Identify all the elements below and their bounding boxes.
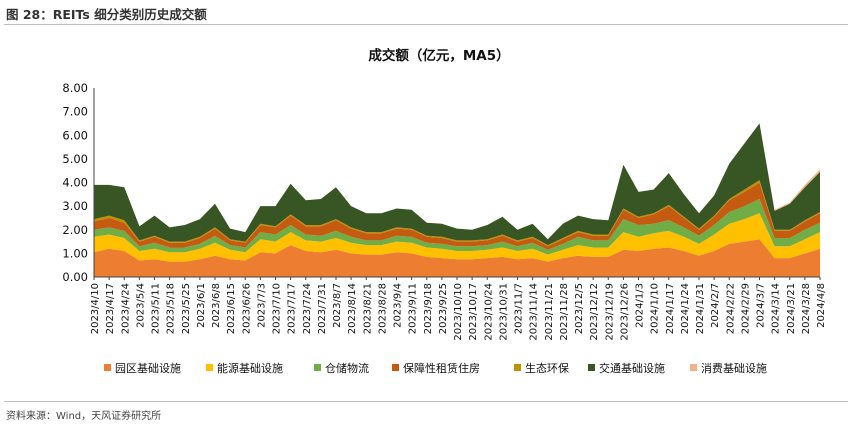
y-tick-label: 7.00 [62, 105, 88, 119]
x-tick-label: 2024/1/10 [650, 283, 661, 334]
legend-label-5: 交通基础设施 [599, 361, 665, 375]
x-tick-label: 2023/12/12 [589, 283, 600, 341]
area-series-3 [94, 182, 820, 250]
area-series-0 [94, 239, 820, 277]
legend-label-3: 保障性租赁住房 [403, 361, 480, 375]
legend-swatch-0 [104, 364, 111, 371]
y-tick-label: 1.00 [62, 246, 88, 260]
legend-swatch-6 [690, 364, 697, 371]
x-tick-label: 2024/2/29 [740, 283, 751, 334]
x-tick-label: 2023/7/3 [256, 283, 267, 328]
x-tick-label: 2024/3/14 [771, 283, 782, 334]
y-tick-label: 4.00 [62, 176, 88, 190]
legend-label-4: 生态环保 [525, 361, 569, 375]
stacked-area-chart: 成交额（亿元，MA5） 0.00 1.00 2.00 3.00 4.00 5.00 6.00… [62, 47, 827, 375]
area-series-1 [94, 213, 820, 262]
source-note: 资料来源：Wind，天风证券研究所 [6, 411, 162, 422]
legend: 园区基础设施 能源基础设施 仓储物流 保障性租赁住房 生态环保 交通基础设施 消费基础设施 [104, 361, 767, 375]
chart-title: 成交额（亿元，MA5） [368, 47, 509, 64]
x-tick-label: 2023/8/21 [362, 283, 373, 334]
x-tick-label: 2023/7/10 [272, 283, 283, 334]
area-series-5 [94, 123, 820, 246]
x-tick-label: 2024/1/31 [695, 283, 706, 334]
top-rule [4, 24, 848, 25]
legend-swatch-2 [314, 364, 321, 371]
x-tick-label: 2023/12/5 [574, 283, 585, 334]
x-tick-label: 2023/9/11 [408, 283, 419, 334]
x-tick-label: 2023/8/7 [332, 283, 343, 328]
legend-swatch-1 [206, 364, 213, 371]
x-tick-label: 2023/5/4 [135, 283, 146, 328]
x-tick-label: 2023/7/31 [317, 283, 328, 334]
y-tick-label: 0.00 [62, 270, 88, 284]
x-tick-label: 2023/8/14 [347, 283, 358, 334]
x-tick-label: 2024/1/17 [665, 283, 676, 334]
bottom-rule [4, 401, 848, 402]
x-tick-label: 2023/11/7 [514, 283, 525, 334]
y-tick-label: 2.00 [62, 223, 88, 237]
x-tick-label: 2023/5/25 [181, 283, 192, 334]
legend-swatch-3 [392, 364, 399, 371]
x-tick-label: 2024/3/28 [801, 283, 812, 334]
legend-label-0: 园区基础设施 [115, 362, 181, 375]
x-tick-label: 2024/1/24 [680, 283, 691, 334]
x-tick-label: 2023/6/8 [211, 283, 222, 328]
x-tick-label: 2024/3/21 [786, 283, 797, 334]
x-tick-label: 2023/10/24 [483, 283, 494, 341]
x-tick-label: 2023/11/14 [529, 283, 540, 341]
x-tick-label: 2023/12/19 [604, 283, 615, 341]
x-tick-label: 2024/3/7 [756, 283, 767, 328]
area-series-2 [94, 199, 820, 255]
y-tick-label: 5.00 [62, 152, 88, 166]
y-tick-label: 6.00 [62, 128, 88, 142]
x-tick-label: 2023/9/4 [393, 283, 404, 328]
x-tick-label: 2023/11/28 [559, 283, 570, 341]
x-tick-label: 2023/10/10 [453, 283, 464, 341]
x-tick-label: 2023/12/26 [619, 283, 630, 341]
x-tick-label: 2023/11/21 [544, 283, 555, 341]
x-tick-label: 2023/4/10 [90, 283, 101, 334]
x-tick-label: 2023/6/1 [196, 283, 207, 328]
x-tick-label: 2023/6/26 [241, 283, 252, 334]
legend-label-6: 消费基础设施 [701, 361, 767, 375]
y-tick-label: 3.00 [62, 199, 88, 213]
x-tick-label: 2023/7/17 [287, 283, 298, 334]
x-tick-label: 2023/8/28 [377, 283, 388, 334]
x-tick-label: 2023/6/15 [226, 283, 237, 334]
x-tick-label: 2024/2/22 [725, 283, 736, 334]
x-tick-labels: 2023/4/10 2023/4/17 2023/4/24 2023/5/4 2023/… [90, 277, 827, 341]
x-tick-label: 2024/4/8 [816, 283, 827, 328]
x-tick-label: 2023/5/18 [166, 283, 177, 334]
y-tick-labels: 0.00 1.00 2.00 3.00 4.00 5.00 6.00 7.00 8.00 [62, 81, 88, 284]
legend-label-1: 能源基础设施 [217, 361, 283, 375]
x-tick-label: 2023/9/18 [423, 283, 434, 334]
x-tick-label: 2024/1/3 [635, 283, 646, 328]
legend-label-2: 仓储物流 [325, 361, 369, 375]
series-areas [94, 123, 820, 277]
x-tick-label: 2023/5/11 [151, 283, 162, 334]
figure-label: 图 28：REITs 细分类别历史成交额 [6, 7, 207, 22]
x-tick-label: 2024/2/7 [710, 283, 721, 328]
legend-swatch-5 [588, 364, 595, 371]
x-tick-label: 2023/4/24 [120, 283, 131, 334]
y-tick-label: 8.00 [62, 81, 88, 95]
x-tick-label: 2023/9/25 [438, 283, 449, 334]
legend-swatch-4 [514, 364, 521, 371]
x-tick-label: 2023/4/17 [105, 283, 116, 334]
x-tick-label: 2023/7/24 [302, 283, 313, 334]
x-tick-label: 2023/10/31 [498, 283, 509, 341]
x-tick-label: 2023/10/17 [468, 283, 479, 341]
